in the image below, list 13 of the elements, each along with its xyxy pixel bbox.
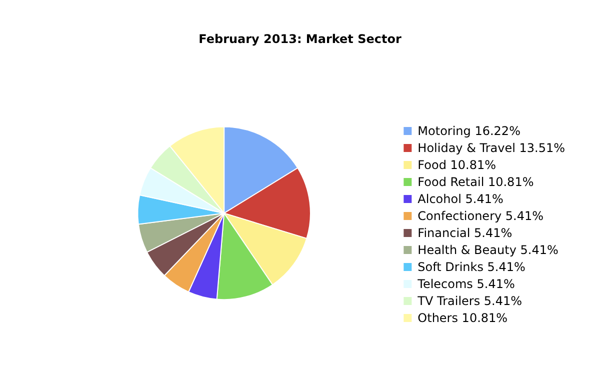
legend-label: Confectionery 5.41% xyxy=(418,209,544,223)
legend-label: Food Retail 10.81% xyxy=(418,175,534,189)
legend-label: Soft Drinks 5.41% xyxy=(418,260,526,274)
chart-title: February 2013: Market Sector xyxy=(198,32,402,46)
legend-label: Alcohol 5.41% xyxy=(418,192,504,206)
legend-label: Telecoms 5.41% xyxy=(416,277,515,291)
legend-label: Holiday & Travel 13.51% xyxy=(418,141,566,155)
legend-label: Financial 5.41% xyxy=(418,226,512,240)
legend-label: TV Trailers 5.41% xyxy=(416,294,522,308)
legend-label: Motoring 16.22% xyxy=(418,124,520,138)
legend-label: Food 10.81% xyxy=(418,158,496,172)
legend-label: Health & Beauty 5.41% xyxy=(418,243,558,257)
legend-label: Others 10.81% xyxy=(418,311,508,325)
